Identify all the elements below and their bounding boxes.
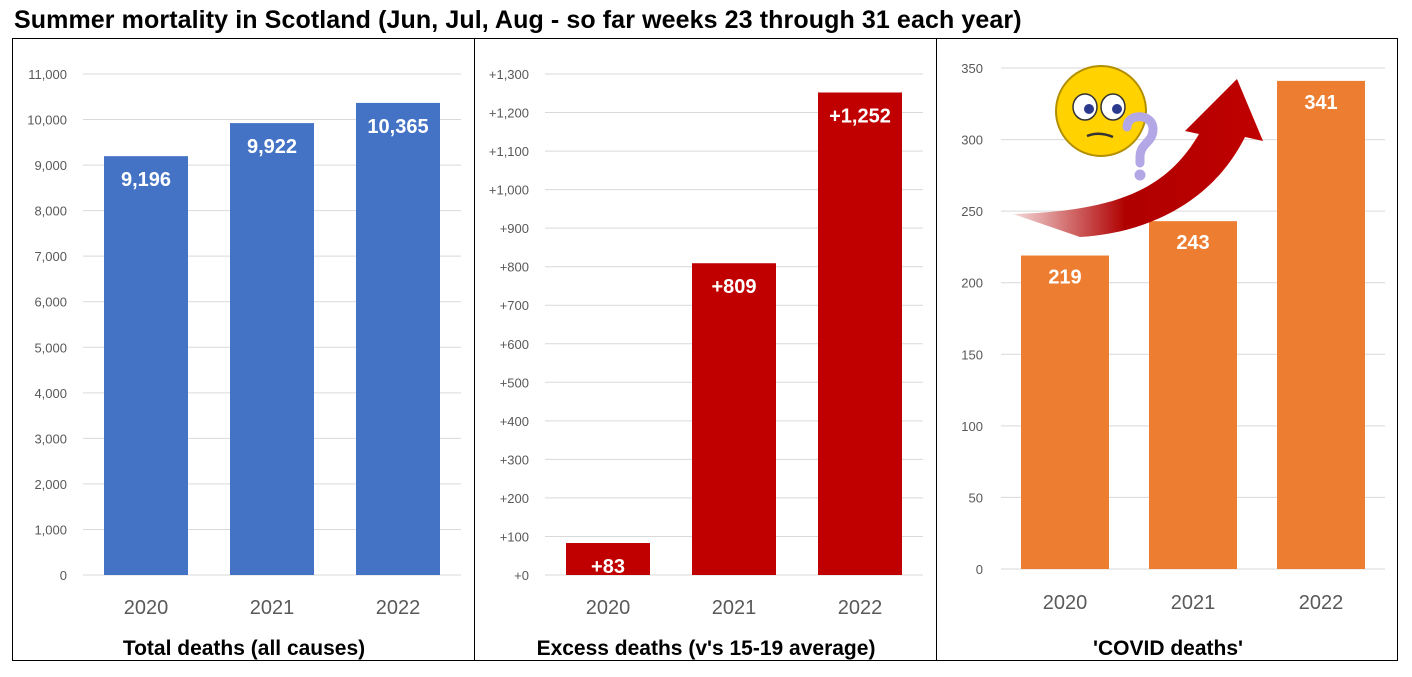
excess-y-tick-label: +900 bbox=[500, 221, 529, 236]
excess-y-tick-label: +1,000 bbox=[489, 183, 529, 198]
covid-data-label: 243 bbox=[1176, 232, 1209, 254]
covid-y-tick-label: 300 bbox=[961, 133, 983, 148]
excess-data-label: +1,252 bbox=[829, 105, 891, 127]
excess-bar-2022 bbox=[818, 92, 902, 575]
excess-y-tick-label: +400 bbox=[500, 414, 529, 429]
total-data-label: 9,196 bbox=[121, 169, 171, 191]
excess-y-tick-label: +500 bbox=[500, 375, 529, 390]
covid-data-label: 219 bbox=[1048, 267, 1081, 289]
covid-y-tick-label: 50 bbox=[969, 490, 983, 505]
total-y-tick-label: 2,000 bbox=[34, 477, 67, 492]
page-title: Summer mortality in Scotland (Jun, Jul, … bbox=[14, 6, 1022, 34]
total-bar-2020 bbox=[104, 156, 188, 575]
excess-y-tick-label: +1,300 bbox=[489, 67, 529, 82]
excess-y-tick-label: +800 bbox=[500, 260, 529, 275]
covid-chart-title: 'COVID deaths' bbox=[1093, 637, 1243, 660]
covid-y-tick-label: 150 bbox=[961, 347, 983, 362]
total-bar-2022 bbox=[356, 102, 440, 576]
excess-y-tick-label: +600 bbox=[500, 337, 529, 352]
excess-y-tick-label: +300 bbox=[500, 452, 529, 467]
total-y-tick-label: 8,000 bbox=[34, 204, 67, 219]
puzzled-face-icon bbox=[1055, 65, 1158, 181]
covid-deaths-chart: 0 50 100 150 200 250 300 350 219 2020 243 2021 341 20… bbox=[961, 61, 1385, 660]
excess-bar-2021 bbox=[692, 263, 776, 575]
total-y-tick-label: 9,000 bbox=[34, 158, 67, 173]
total-y-tick-label: 6,000 bbox=[34, 295, 67, 310]
excess-y-tick-label: +0 bbox=[514, 568, 529, 583]
total-y-tick-label: 7,000 bbox=[34, 249, 67, 264]
total-y-tick-label: 1,000 bbox=[34, 522, 67, 537]
covid-y-tick-label: 100 bbox=[961, 419, 983, 434]
total-x-tick-label: 2021 bbox=[250, 597, 295, 619]
excess-deaths-chart: +0 +100 +200 +300 +400 +500 +600 +700 +800 +900 +1… bbox=[489, 67, 923, 660]
excess-y-tick-label: +100 bbox=[500, 529, 529, 544]
excess-data-label: +83 bbox=[591, 556, 625, 578]
excess-chart-title: Excess deaths (v's 15-19 average) bbox=[537, 637, 876, 660]
excess-y-tick-label: +700 bbox=[500, 298, 529, 313]
excess-y-tick-label: +1,200 bbox=[489, 106, 529, 121]
excess-bar-2020 bbox=[566, 543, 650, 575]
total-x-tick-label: 2020 bbox=[124, 597, 169, 619]
excess-x-tick-label: 2020 bbox=[586, 597, 631, 619]
covid-y-tick-label: 0 bbox=[976, 562, 983, 577]
chart-panel-covid-deaths: 0 50 100 150 200 250 300 350 219 2020 243 2021 341 20… bbox=[936, 38, 1398, 661]
total-y-tick-label: 4,000 bbox=[34, 386, 67, 401]
excess-x-tick-label: 2022 bbox=[838, 597, 883, 619]
covid-bar-2022 bbox=[1277, 80, 1365, 569]
total-y-tick-label: 5,000 bbox=[34, 340, 67, 355]
excess-y-tick-label: +1,100 bbox=[489, 144, 529, 159]
covid-y-tick-label: 200 bbox=[961, 276, 983, 291]
total-bar-2021 bbox=[230, 123, 314, 576]
covid-y-tick-label: 350 bbox=[961, 61, 983, 76]
chart-panel-total-deaths: 0 1,000 2,000 3,000 4,000 5,000 6,000 7,000 8,00… bbox=[12, 38, 475, 661]
excess-data-label: +809 bbox=[711, 276, 756, 298]
total-data-label: 9,922 bbox=[247, 136, 297, 158]
excess-y-tick-label: +200 bbox=[500, 491, 529, 506]
total-y-tick-label: 11,000 bbox=[28, 67, 67, 82]
covid-bar-2021 bbox=[1149, 221, 1237, 570]
total-x-tick-label: 2022 bbox=[376, 597, 421, 619]
chart-panel-excess-deaths: +0 +100 +200 +300 +400 +500 +600 +700 +800 +900 +1… bbox=[474, 38, 937, 661]
total-y-tick-label: 0 bbox=[60, 568, 67, 583]
covid-x-tick-label: 2021 bbox=[1171, 592, 1216, 614]
total-data-label: 10,365 bbox=[367, 116, 428, 138]
covid-data-label: 341 bbox=[1304, 92, 1337, 114]
total-chart-title: Total deaths (all causes) bbox=[123, 637, 365, 660]
rising-arrow-icon bbox=[1013, 79, 1263, 237]
covid-y-tick-label: 250 bbox=[961, 204, 983, 219]
total-deaths-chart: 0 1,000 2,000 3,000 4,000 5,000 6,000 7,000 8,00… bbox=[27, 67, 461, 660]
excess-x-tick-label: 2021 bbox=[712, 597, 757, 619]
total-y-tick-label: 10,000 bbox=[27, 113, 67, 128]
covid-x-tick-label: 2022 bbox=[1299, 592, 1344, 614]
covid-x-tick-label: 2020 bbox=[1043, 592, 1088, 614]
total-y-tick-label: 3,000 bbox=[34, 431, 67, 446]
covid-bar-2020 bbox=[1021, 255, 1109, 569]
